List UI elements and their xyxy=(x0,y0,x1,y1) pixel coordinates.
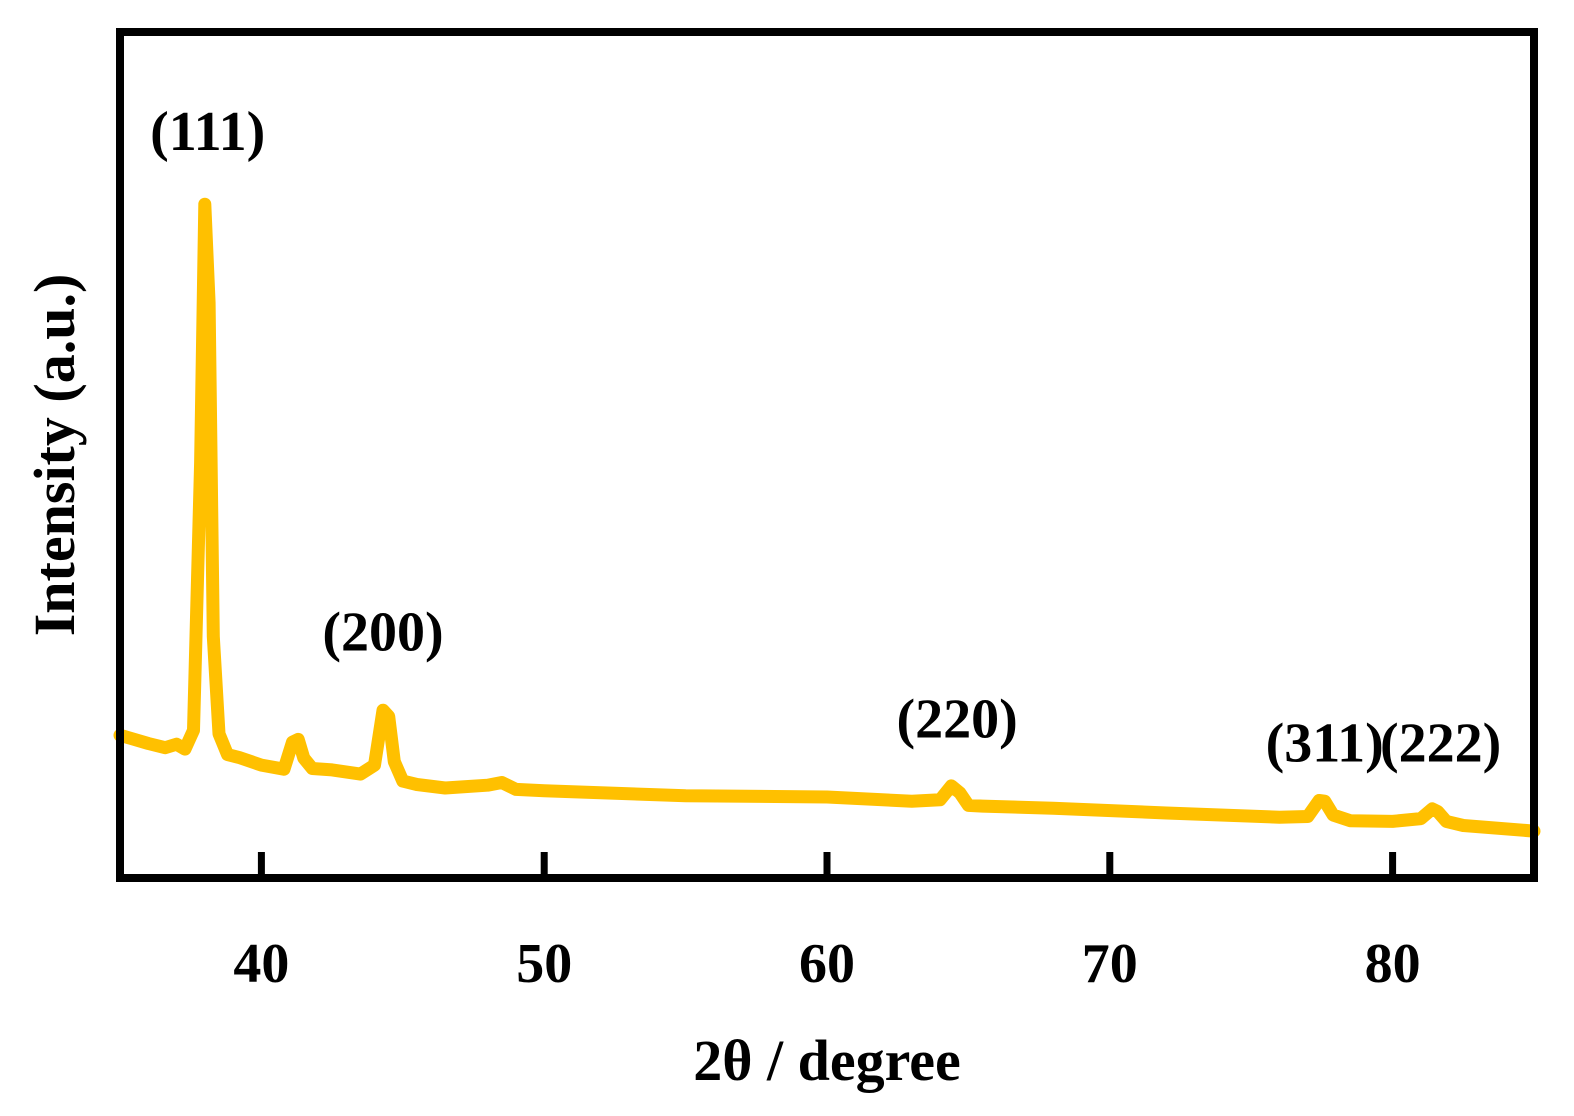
peak-label-3: (311) xyxy=(1266,713,1384,775)
y-axis-label: Intensity (a.u.) xyxy=(22,274,87,637)
x-axis-ticks: 40 50 60 70 80 xyxy=(233,852,1421,995)
x-tick-label-70: 70 xyxy=(1082,933,1138,995)
x-tick-label-60: 60 xyxy=(799,933,855,995)
peak-label-0: (111) xyxy=(150,101,265,163)
x-tick-label-80: 80 xyxy=(1365,933,1421,995)
series-layer xyxy=(113,197,1541,838)
x-axis-label: 2θ / degree xyxy=(693,1028,961,1093)
peak-label-1: (200) xyxy=(322,601,443,663)
x-tick-label-40: 40 xyxy=(233,933,289,995)
series-line-0 xyxy=(113,197,1541,838)
peak-label-4: (222) xyxy=(1380,713,1501,775)
peak-label-2: (220) xyxy=(896,688,1017,750)
peak-annotations: (111) (200) (220) (311)(222) xyxy=(150,101,1501,775)
x-tick-label-50: 50 xyxy=(516,933,572,995)
